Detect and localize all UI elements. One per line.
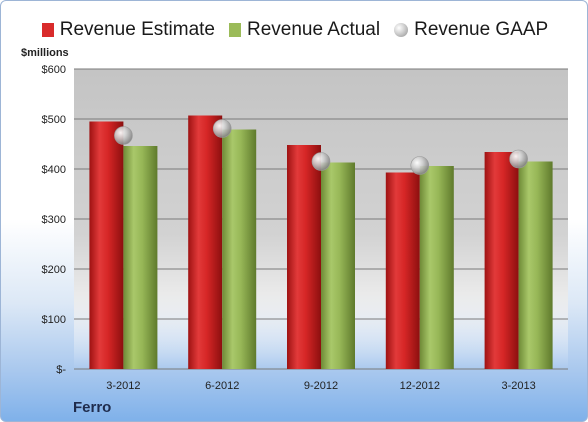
y-tick-label: $600 — [42, 64, 66, 76]
legend-item-estimate: Revenue Estimate — [41, 15, 215, 45]
legend-label-actual: Revenue Actual — [247, 19, 381, 40]
bar-revenue-actual — [518, 161, 553, 369]
bar-revenue-actual — [321, 162, 355, 369]
y-tick-label: $300 — [42, 214, 66, 226]
legend-item-gaap: Revenue GAAP — [394, 15, 548, 45]
legend-item-actual: Revenue Actual — [229, 15, 380, 45]
y-tick-label: $100 — [42, 314, 66, 326]
x-tick-label: 6-2012 — [205, 380, 239, 392]
point-revenue-gaap — [311, 152, 331, 171]
point-revenue-gaap — [212, 119, 232, 138]
bar-revenue-actual — [222, 129, 257, 369]
y-tick-label: $400 — [42, 164, 66, 176]
legend-swatch-gaap — [394, 23, 409, 37]
legend-label-gaap: Revenue GAAP — [414, 19, 549, 40]
x-tick-label: 9-2012 — [304, 380, 338, 392]
company-label: Ferro — [73, 399, 112, 416]
bar-revenue-estimate — [287, 145, 321, 369]
bar-revenue-estimate — [188, 115, 223, 369]
point-revenue-gaap — [509, 149, 528, 169]
x-tick-label: 12-2012 — [400, 380, 440, 392]
x-tick-label: 3-2012 — [106, 380, 140, 392]
point-revenue-gaap — [410, 156, 430, 175]
bar-revenue-estimate — [385, 172, 420, 369]
bar-revenue-estimate — [89, 121, 124, 369]
chart-legend: Revenue Estimate Revenue Actual Revenue … — [1, 15, 587, 45]
legend-swatch-actual — [229, 23, 241, 37]
y-tick-label: $500 — [42, 114, 66, 126]
y-tick-label: $200 — [42, 264, 66, 276]
bar-revenue-actual — [123, 146, 158, 369]
bar-revenue-actual — [419, 166, 454, 369]
legend-label-estimate: Revenue Estimate — [59, 19, 215, 40]
y-tick-label: $- — [56, 364, 66, 376]
legend-swatch-estimate — [41, 23, 54, 37]
point-revenue-gaap — [114, 126, 133, 145]
y-axis-unit-label: $millions — [21, 47, 69, 59]
x-tick-label: 3-2013 — [501, 380, 535, 392]
bar-revenue-estimate — [484, 152, 519, 369]
